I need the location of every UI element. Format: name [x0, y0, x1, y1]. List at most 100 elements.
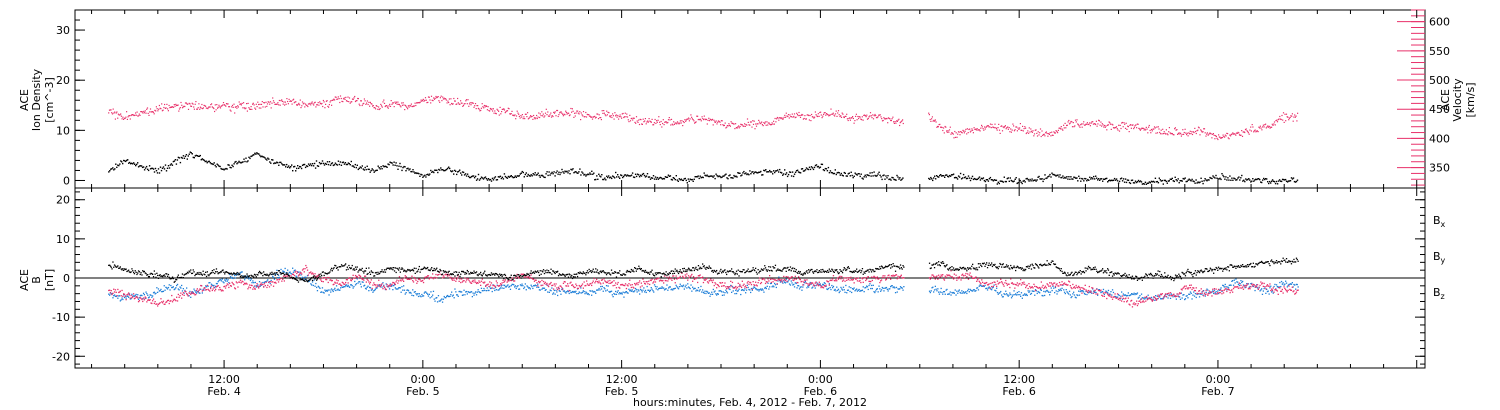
- velocity-point: [1259, 127, 1261, 129]
- Bz-point: [547, 285, 550, 288]
- velocity-point: [812, 116, 814, 118]
- density-point: [235, 160, 237, 163]
- density-point: [1069, 178, 1071, 180]
- velocity-point: [1068, 119, 1070, 122]
- Bz-point: [485, 284, 488, 286]
- density-point: [999, 180, 1001, 182]
- By-point: [1089, 291, 1091, 294]
- By-point: [320, 291, 322, 293]
- velocity-point: [1264, 124, 1266, 126]
- Bz-point: [500, 284, 502, 286]
- By-point: [596, 289, 599, 291]
- By-point: [1136, 292, 1139, 294]
- velocity-point: [828, 115, 830, 117]
- density-point: [664, 176, 667, 178]
- density-point: [975, 178, 978, 181]
- velocity-point: [1250, 126, 1252, 128]
- velocity-point: [342, 98, 345, 100]
- density-point: [121, 161, 123, 163]
- density-point: [853, 175, 855, 177]
- Bz-point: [520, 273, 522, 275]
- density-point: [762, 174, 764, 176]
- density-point: [229, 166, 231, 169]
- density-point: [211, 163, 213, 165]
- density-point: [964, 176, 967, 178]
- By-point: [1226, 289, 1228, 291]
- Bz-point: [365, 281, 367, 283]
- velocity-point: [1039, 128, 1042, 130]
- Bz-point: [377, 285, 379, 287]
- density-point: [1287, 180, 1290, 182]
- velocity-point: [242, 107, 244, 109]
- velocity-point: [1065, 127, 1067, 129]
- density-point: [1250, 181, 1252, 183]
- density-point: [738, 172, 740, 174]
- By-point: [569, 290, 571, 292]
- velocity-point: [1022, 125, 1024, 127]
- By-point: [664, 288, 666, 290]
- By-point: [122, 298, 124, 301]
- Bz-point: [407, 278, 410, 280]
- density-point: [446, 168, 448, 171]
- density-axis-label-line3: [cm^-3]: [43, 77, 56, 123]
- velocity-point: [337, 98, 339, 100]
- velocity-point: [758, 121, 761, 123]
- density-point: [798, 171, 801, 174]
- density-point: [1197, 181, 1199, 183]
- velocity-point: [981, 124, 983, 126]
- By-point: [494, 286, 497, 289]
- density-point: [1239, 179, 1241, 181]
- By-point: [834, 288, 836, 291]
- By-point: [199, 292, 201, 294]
- By-point: [433, 298, 435, 300]
- velocity-point: [898, 118, 900, 120]
- By-point: [737, 290, 739, 292]
- velocity-point: [957, 133, 959, 135]
- By-point: [832, 285, 835, 288]
- By-point: [1028, 291, 1030, 293]
- velocity-point: [381, 106, 383, 108]
- velocity-point: [1055, 130, 1057, 132]
- velocity-point: [820, 114, 822, 116]
- By-point: [762, 289, 764, 291]
- velocity-point: [375, 108, 377, 110]
- By-point: [845, 284, 847, 287]
- density-point: [990, 179, 993, 181]
- Bz-point: [386, 283, 388, 286]
- density-point: [447, 167, 449, 170]
- density-point: [344, 162, 347, 164]
- velocity-point: [531, 115, 533, 117]
- By-point: [1155, 295, 1157, 297]
- density-point: [723, 175, 725, 177]
- density-point: [877, 173, 879, 175]
- density-point: [1196, 182, 1198, 184]
- By-point: [789, 284, 792, 286]
- velocity-point: [1121, 122, 1123, 124]
- Bz-point: [224, 285, 226, 287]
- density-point: [807, 168, 810, 171]
- Bz-point: [187, 295, 189, 297]
- By-point: [451, 295, 454, 297]
- density-point: [1116, 180, 1119, 182]
- Bz-point: [157, 303, 160, 305]
- By-point: [1020, 295, 1022, 297]
- velocity-point: [982, 128, 984, 130]
- density-point: [439, 169, 441, 171]
- Bz-point: [292, 273, 295, 275]
- velocity-point: [449, 104, 451, 106]
- density-point: [820, 163, 823, 165]
- By-point: [1047, 290, 1049, 293]
- velocity-point: [968, 128, 970, 131]
- velocity-point: [683, 121, 685, 124]
- density-point: [619, 177, 621, 179]
- velocity-point: [678, 123, 680, 125]
- density-point: [466, 173, 469, 175]
- By-point: [842, 286, 845, 288]
- density-point: [895, 179, 897, 181]
- Bz-point: [186, 294, 189, 296]
- By-point: [1111, 294, 1113, 296]
- By-point: [552, 293, 554, 295]
- velocity-point: [380, 103, 382, 105]
- By-point: [655, 288, 657, 290]
- Bz-point: [414, 278, 416, 280]
